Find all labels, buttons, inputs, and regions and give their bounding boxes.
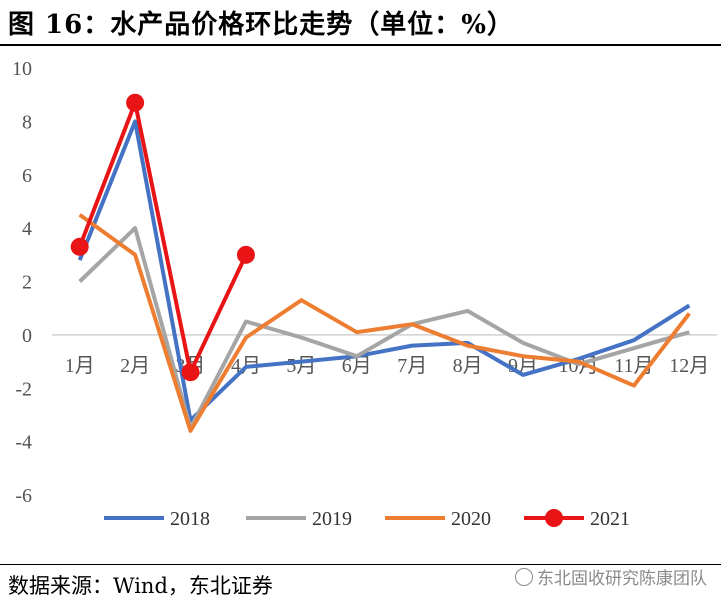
y-tick-label: -6 — [15, 485, 32, 507]
y-tick-label: -4 — [15, 432, 32, 454]
watermark: 东北固收研究陈康团队 — [515, 564, 707, 589]
wechat-icon — [515, 568, 533, 586]
y-tick-label: 4 — [22, 218, 32, 240]
legend-label-2020: 2020 — [451, 508, 491, 530]
x-axis-ticks: 1月2月3月4月5月6月7月8月9月10月11月12月 — [65, 355, 710, 377]
data-point-2021 — [70, 237, 89, 256]
series-line-2018 — [77, 119, 691, 423]
series-2021 — [70, 93, 255, 382]
series-2018 — [77, 119, 691, 423]
y-tick-label: 6 — [22, 165, 32, 187]
x-tick-label: 8月 — [453, 355, 483, 377]
y-tick-label: -2 — [15, 378, 32, 400]
y-axis-ticks: -6 -4 -2 0 2 4 6 8 10 — [12, 58, 32, 507]
series-lines — [70, 93, 691, 433]
legend-label-2021: 2021 — [590, 508, 630, 530]
legend-label-2018: 2018 — [170, 508, 210, 530]
y-tick-label: 2 — [22, 272, 32, 294]
x-tick-label: 2月 — [120, 355, 150, 377]
series-line-2020 — [78, 213, 691, 433]
y-tick-label: 8 — [22, 111, 32, 133]
y-tick-label: 0 — [22, 325, 32, 347]
title-rule — [0, 44, 721, 46]
data-point-2021 — [181, 363, 200, 382]
footer-rule — [0, 564, 721, 565]
data-point-2021 — [236, 245, 255, 264]
x-tick-label: 5月 — [286, 355, 316, 377]
legend: 2018 2019 2020 2021 — [104, 508, 630, 530]
x-tick-label: 7月 — [397, 355, 427, 377]
watermark-text: 东北固收研究陈康团队 — [537, 569, 707, 589]
x-tick-label: 1月 — [65, 355, 95, 377]
data-point-2021 — [126, 93, 145, 112]
x-tick-label: 6月 — [342, 355, 372, 377]
source-note: 数据来源：Wind，东北证券 — [8, 574, 273, 598]
chart-title: 图 16：水产品价格环比走势（单位：%） — [8, 10, 514, 40]
x-tick-label: 12月 — [669, 355, 709, 377]
legend-label-2019: 2019 — [312, 508, 352, 530]
y-tick-label: 10 — [12, 58, 32, 80]
series-2020 — [78, 213, 691, 433]
series-line-2021 — [77, 100, 248, 375]
legend-marker-2021 — [545, 509, 563, 527]
